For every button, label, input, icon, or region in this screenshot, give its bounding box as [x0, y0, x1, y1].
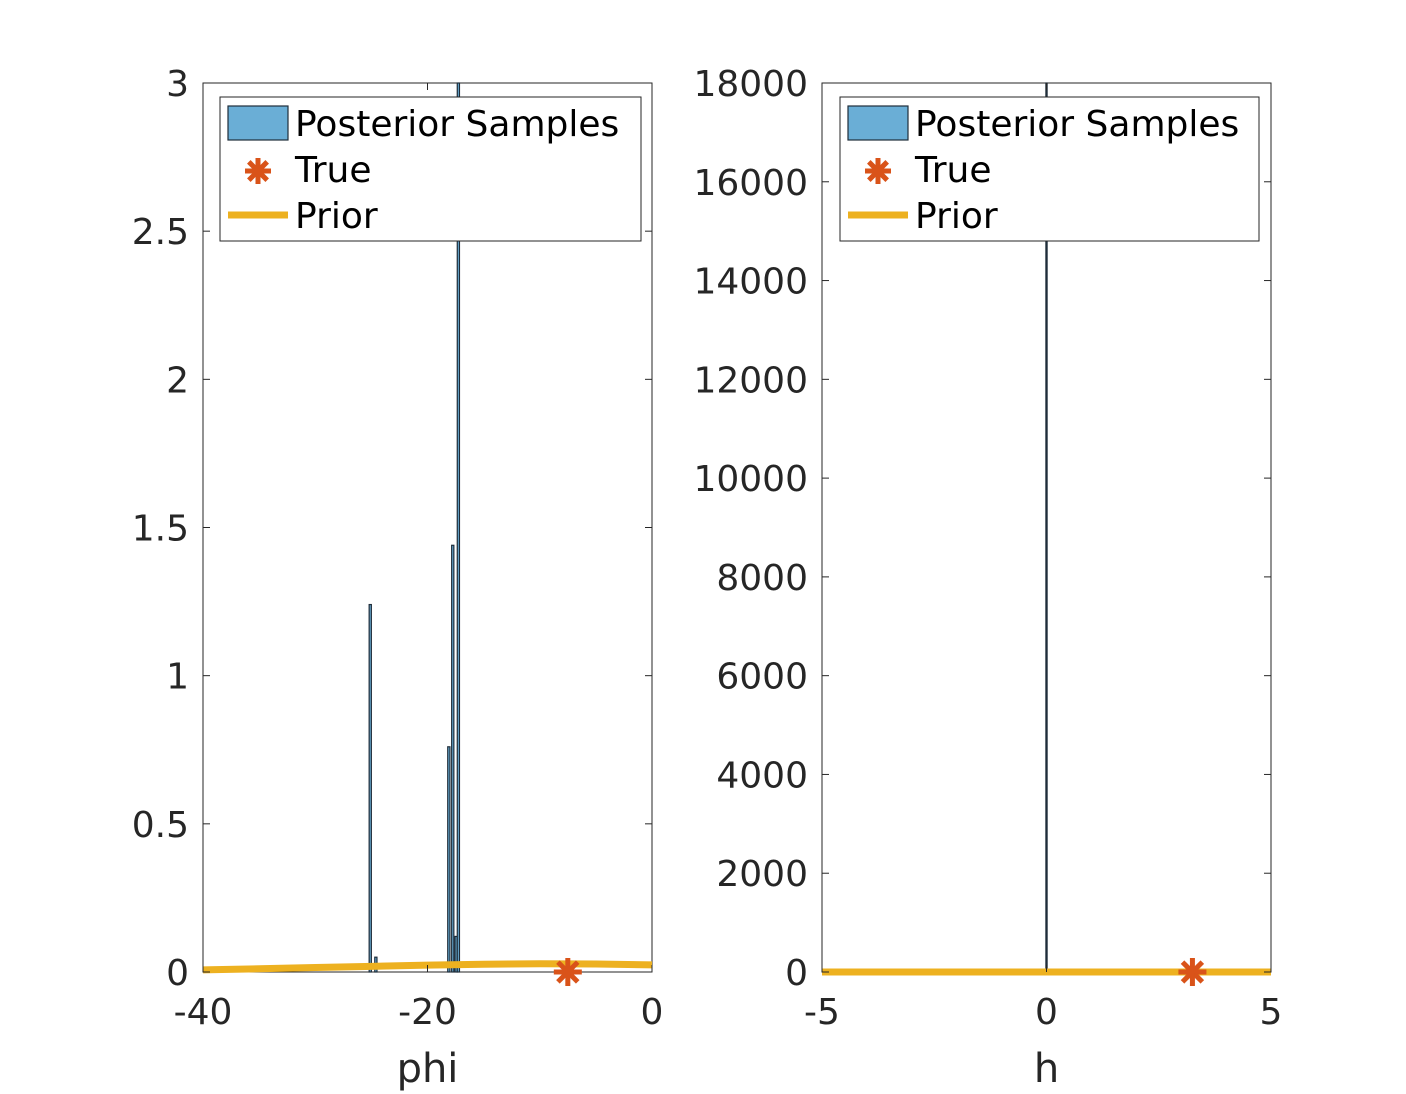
legend-box: [839, 96, 1260, 242]
y-tick-label: 3: [166, 64, 189, 105]
x-tick-label: 0: [1035, 992, 1058, 1033]
y-tick-label: 8000: [716, 558, 808, 599]
y-tick-label: 14000: [693, 262, 808, 303]
y-tick-label: 18000: [693, 64, 808, 105]
legend: Posterior Samples True Prior: [219, 96, 642, 242]
y-tick-label: 12000: [693, 360, 808, 401]
posterior-bar: [368, 603, 372, 973]
y-tick-label: 1.5: [132, 509, 189, 550]
y-tick-label: 2: [166, 360, 189, 401]
x-axis-label: h: [1034, 1046, 1059, 1092]
y-tick-label: 10000: [693, 459, 808, 500]
posterior-bar: [456, 82, 461, 973]
x-axis-label: phi: [397, 1046, 459, 1092]
true-marker: [1178, 958, 1207, 986]
x-tick-label: 5: [1260, 992, 1283, 1033]
legend-true-swatch: [865, 158, 891, 184]
x-tick-label: -20: [398, 992, 457, 1033]
true-marker: [553, 958, 582, 986]
legend-posterior-swatch: [847, 105, 909, 141]
y-tick-label: 4000: [716, 755, 808, 796]
x-tick-label: 0: [641, 992, 664, 1033]
phi-histogram-panel: 0 0.5 1 1.5 2 2.5 3 -40 -20 0 phi Posterior Samples…: [132, 64, 664, 1092]
y-tick-label: 2.5: [132, 212, 189, 253]
posterior-bar: [451, 544, 455, 973]
x-tick-label: -5: [804, 992, 840, 1033]
legend-box: [219, 96, 642, 242]
h-histogram-panel: 0 2000 4000 6000 8000 10000 12000 14000 16000 180…: [693, 64, 1282, 1092]
x-tick-label: -40: [174, 992, 233, 1033]
legend-label: Posterior Samples: [295, 104, 619, 145]
legend: Posterior Samples True Prior: [839, 96, 1260, 242]
legend-posterior-swatch: [227, 105, 289, 141]
legend-label: Posterior Samples: [915, 104, 1239, 145]
y-tick-label: 2000: [716, 854, 808, 895]
y-tick-label: 16000: [693, 163, 808, 204]
y-tick-label: 0: [785, 953, 808, 994]
legend-label: True: [294, 150, 371, 191]
posterior-bar: [447, 746, 451, 973]
legend-true-swatch: [245, 158, 271, 184]
y-tick-label: 0: [166, 953, 189, 994]
legend-label: Prior: [915, 196, 998, 237]
y-tick-label: 1: [166, 657, 189, 698]
y-tick-label: 0.5: [132, 805, 189, 846]
legend-label: Prior: [295, 196, 378, 237]
y-tick-label: 6000: [716, 657, 808, 698]
legend-label: True: [914, 150, 991, 191]
